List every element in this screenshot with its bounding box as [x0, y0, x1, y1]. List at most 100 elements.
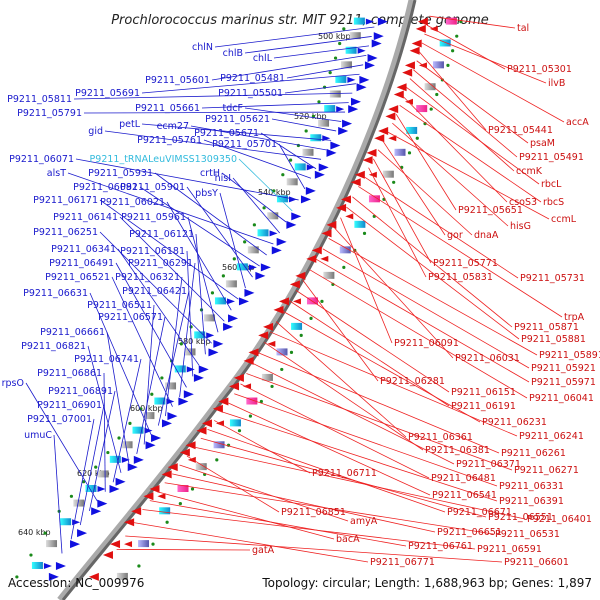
feature-block: [416, 105, 428, 113]
feature-block: [236, 263, 248, 271]
leader-line: [334, 227, 454, 359]
gene-label-right: bacA: [336, 534, 360, 545]
gene-label-left: chlN: [192, 42, 213, 53]
feature-block: [310, 134, 322, 142]
gene-label-left: P9211_05901: [120, 182, 185, 193]
leader-line: [133, 522, 369, 563]
reverse-gene-arrow: [292, 298, 301, 305]
forward-gene-arrow: [70, 540, 81, 549]
forward-gene-arrow: [271, 246, 282, 255]
reverse-gene-arrow: [354, 170, 365, 179]
leader-line: [302, 279, 379, 382]
gene-label-left: P9211_05661: [135, 103, 200, 114]
gene-label-left: P9211_06021: [100, 197, 165, 208]
leader-line: [115, 262, 187, 388]
leader-line: [315, 258, 530, 383]
leader-line: [275, 321, 407, 438]
leader-line: [164, 482, 494, 535]
reverse-gene-arrow: [102, 551, 113, 560]
gc-dot: [392, 180, 396, 184]
forward-gene-arrow: [115, 477, 126, 486]
leader-line: [429, 15, 516, 29]
gc-dot: [178, 501, 182, 506]
forward-gene-arrow: [367, 54, 378, 63]
gc-dot: [15, 575, 19, 579]
reverse-gene-arrow: [388, 105, 399, 114]
leader-line: [419, 51, 487, 131]
gene-label-left: alsT: [47, 168, 66, 179]
gene-label-left: P9211_06741: [74, 354, 139, 365]
leader-line: [346, 206, 520, 340]
leader-line: [278, 143, 306, 190]
gene-label-left: P9211_05671: [194, 128, 259, 139]
feature-block: [323, 271, 335, 279]
leader-line: [141, 73, 360, 94]
feature-block: [382, 170, 394, 178]
reverse-gene-arrow: [243, 356, 254, 365]
gene-label-right: P9211_06041: [529, 393, 594, 404]
forward-gene-arrow: [288, 196, 297, 203]
forward-gene-arrow: [359, 75, 370, 84]
forward-gene-arrow: [248, 264, 257, 271]
reverse-gene-arrow: [321, 229, 332, 238]
gene-label-left: P9211_06141: [53, 212, 118, 223]
feature-block: [335, 75, 347, 83]
leader-line: [139, 186, 260, 267]
feature-block: [257, 229, 269, 237]
feature-block: [138, 540, 150, 548]
leader-line: [142, 509, 476, 550]
feature-block: [368, 195, 380, 203]
leader-line: [207, 428, 446, 513]
reverse-gene-arrow: [326, 220, 337, 229]
gene-label-right: P9211_06151: [451, 387, 516, 398]
feature-block: [73, 499, 85, 507]
forward-gene-arrow: [342, 119, 353, 128]
gc-dot: [429, 107, 433, 111]
gene-label-left: P9211_06861: [37, 368, 102, 379]
leader-line: [187, 216, 219, 333]
gene-label-right: P9211_06031: [455, 353, 520, 364]
gene-label-right: P9211_06191: [451, 401, 516, 412]
leader-line: [377, 149, 473, 236]
forward-gene-arrow: [306, 164, 315, 171]
leader-line: [219, 192, 246, 289]
leader-line: [195, 233, 206, 355]
leader-line: [372, 158, 432, 264]
leader-line: [154, 172, 267, 256]
leader-line: [194, 446, 526, 520]
genome-summary-text: Topology: circular; Length: 1,688,963 bp…: [261, 576, 592, 590]
leader-line: [149, 500, 407, 547]
gc-dot: [179, 342, 183, 346]
leader-line: [141, 123, 332, 141]
leader-line: [363, 176, 519, 279]
forward-gene-arrow: [97, 486, 106, 492]
leader-line: [406, 87, 540, 185]
reverse-gene-arrow: [212, 404, 223, 413]
gene-label-right: dnaA: [474, 230, 499, 241]
feature-block: [204, 314, 216, 322]
feature-block: [267, 212, 279, 220]
feature-block: [329, 90, 341, 98]
forward-gene-arrow: [213, 339, 224, 348]
leader-line: [240, 383, 430, 479]
forward-gene-arrow: [291, 212, 302, 221]
gene-labels: chlN chlB chlL P9211_05601 P9211_05481 P9211_…: [2, 23, 600, 568]
gene-label-left: P9211_06291: [128, 258, 193, 269]
forward-gene-arrow: [314, 170, 325, 179]
ruler-mark: 580 kbp: [178, 337, 211, 346]
accession-text: Accession: NC_009976: [8, 576, 144, 590]
ruler-mark: 500 kbp: [318, 32, 351, 41]
forward-gene-arrow: [347, 76, 356, 83]
leader-line: [221, 172, 287, 223]
gene-label-left: P9211_06171: [33, 195, 98, 206]
gc-dot: [117, 436, 121, 440]
reverse-gene-arrow: [233, 373, 244, 382]
gene-label-left: P9211_05621: [205, 114, 270, 125]
forward-gene-arrow: [186, 366, 195, 373]
gc-dot: [280, 367, 284, 372]
reverse-gene-arrow: [201, 419, 212, 428]
forward-gene-arrow: [269, 230, 278, 237]
leader-line: [157, 290, 190, 426]
feature-block: [195, 463, 207, 471]
